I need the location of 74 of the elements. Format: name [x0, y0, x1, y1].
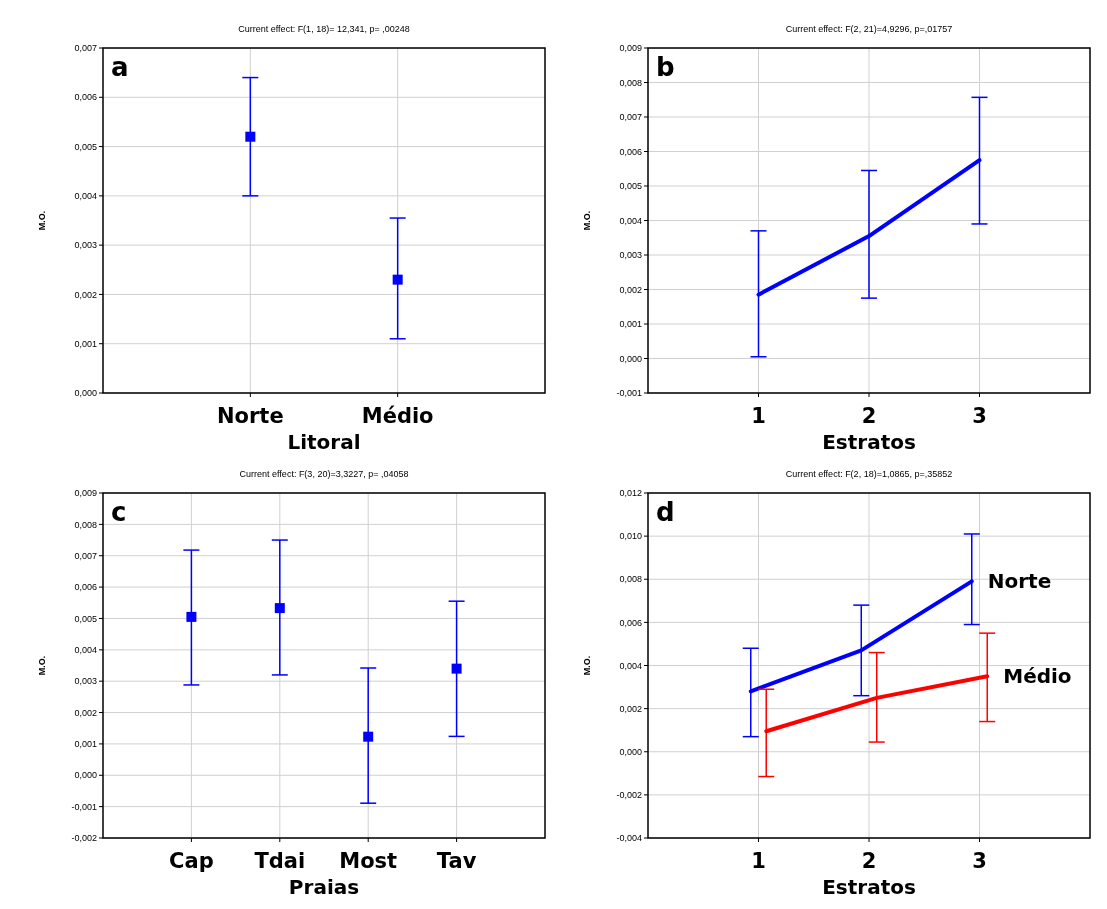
y-axis-title: M.O. — [582, 655, 592, 676]
y-tick-label: -0,002 — [71, 833, 97, 844]
y-tick-label: 0,002 — [619, 284, 642, 295]
y-tick-label: 0,010 — [619, 531, 642, 542]
y-tick-label: 0,000 — [74, 770, 97, 781]
y-tick-label: 0,000 — [74, 388, 97, 399]
y-tick-label: 0,005 — [619, 181, 642, 192]
y-tick-label: 0,006 — [619, 146, 642, 157]
y-tick-label: 0,004 — [619, 660, 642, 671]
x-axis-title: Praias — [288, 875, 360, 899]
x-tick-label: Tav — [436, 849, 477, 873]
y-tick-label: 0,001 — [619, 319, 642, 330]
series-label: Médio — [1003, 664, 1072, 689]
y-axis-title: M.O. — [37, 210, 47, 231]
series-label: Norte — [987, 569, 1052, 594]
y-tick-label: 0,005 — [74, 613, 97, 624]
y-tick-label: 0,000 — [619, 746, 642, 757]
x-tick-label: Cap — [169, 849, 214, 873]
x-tick-label: 3 — [972, 404, 987, 428]
y-tick-label: 0,007 — [74, 550, 97, 561]
y-axis-title: M.O. — [37, 655, 47, 676]
x-tick-label: Norte — [217, 404, 284, 428]
y-tick-label: 0,001 — [74, 739, 97, 750]
x-tick-label: Tdai — [254, 849, 306, 873]
x-tick-label: 1 — [751, 404, 766, 428]
point — [451, 663, 462, 674]
annotation: c — [111, 497, 127, 527]
y-tick-label: 0,004 — [74, 644, 97, 655]
x-tick-label: 2 — [861, 404, 877, 428]
chart-title: Current effect: F(3, 20)=3,3227, p= ,04058 — [239, 469, 409, 479]
y-tick-label: 0,004 — [74, 191, 97, 202]
y-tick-label: 0,008 — [619, 574, 642, 585]
x-tick-label: 3 — [972, 849, 987, 873]
y-tick-label: 0,004 — [619, 215, 642, 226]
y-tick-label: 0,008 — [619, 77, 642, 88]
y-tick-label: 0,002 — [74, 289, 97, 300]
y-tick-label: 0,002 — [619, 703, 642, 714]
y-tick-label: -0,001 — [616, 388, 642, 399]
annotation: b — [656, 52, 675, 82]
y-tick-label: -0,004 — [616, 833, 642, 844]
y-tick-label: 0,003 — [74, 676, 97, 687]
x-axis-title: Estratos — [822, 430, 916, 454]
point — [363, 731, 374, 742]
y-tick-label: 0,002 — [74, 707, 97, 718]
y-tick-label: 0,003 — [619, 250, 642, 261]
x-axis-title: Litoral — [287, 430, 361, 454]
chart-title: Current effect: F(2, 21)=4,9296, p=,01757 — [785, 24, 953, 34]
y-tick-label: 0,007 — [74, 43, 97, 54]
y-tick-label: 0,007 — [619, 112, 642, 123]
point — [186, 611, 197, 622]
y-tick-label: 0,005 — [74, 141, 97, 152]
x-tick-label: 2 — [861, 849, 877, 873]
x-tick-label: 1 — [751, 849, 766, 873]
y-tick-label: 0,006 — [619, 617, 642, 628]
x-tick-label: Médio — [361, 404, 434, 428]
annotation: d — [656, 497, 675, 527]
annotation: a — [111, 52, 129, 82]
chart-title: Current effect: F(1, 18)= 12,341, p= ,00248 — [238, 24, 410, 34]
y-tick-label: 0,000 — [619, 353, 642, 364]
y-tick-label: 0,006 — [74, 582, 97, 593]
y-tick-label: 0,009 — [74, 488, 97, 499]
x-axis-title: Estratos — [822, 875, 916, 899]
y-tick-label: 0,001 — [74, 338, 97, 349]
chart-title: Current effect: F(2, 18)=1,0865, p=,35852 — [785, 469, 953, 479]
point — [274, 603, 285, 614]
y-tick-label: 0,012 — [619, 488, 642, 499]
y-tick-label: 0,008 — [74, 519, 97, 530]
x-tick-label: Most — [339, 849, 398, 873]
y-tick-label: -0,001 — [71, 801, 97, 812]
y-tick-label: 0,009 — [619, 43, 642, 54]
y-tick-label: 0,006 — [74, 92, 97, 103]
y-axis-title: M.O. — [582, 210, 592, 231]
y-tick-label: -0,002 — [616, 790, 642, 801]
y-tick-label: 0,003 — [74, 240, 97, 251]
